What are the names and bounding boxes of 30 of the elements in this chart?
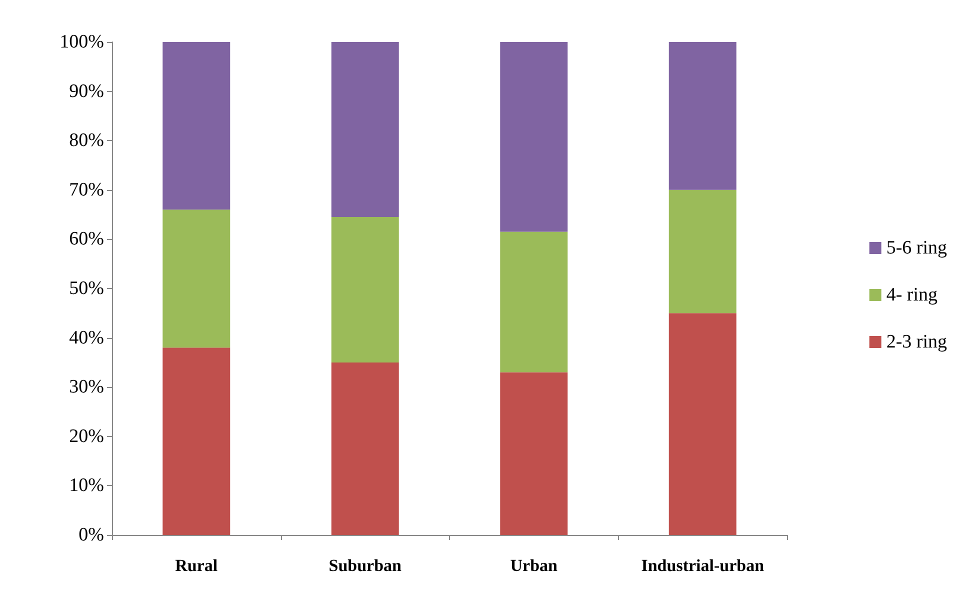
bar — [331, 362, 399, 535]
y-tick-label: 0% — [78, 524, 104, 546]
bar — [500, 42, 568, 232]
y-tick-label: 100% — [60, 32, 104, 52]
x-tick-label: Urban — [510, 556, 558, 575]
bar — [500, 232, 568, 372]
bar — [162, 210, 230, 348]
bar — [331, 42, 399, 218]
y-tick-label: 10% — [69, 475, 104, 496]
x-tick-label: Suburban — [328, 556, 402, 575]
x-tick-label: Rural — [175, 556, 218, 575]
bar — [331, 217, 399, 362]
y-tick-label: 20% — [69, 426, 104, 447]
y-tick-label: 50% — [69, 278, 104, 299]
legend-label: 5-6 ring — [886, 238, 948, 258]
bar — [668, 190, 736, 314]
legend-label: 4- ring — [886, 284, 938, 306]
x-tick-label: Industrial-urban — [641, 556, 765, 575]
legend-label: 2-3 ring — [886, 332, 948, 352]
y-tick-label: 60% — [69, 228, 104, 250]
y-tick-label: 90% — [69, 80, 104, 102]
y-tick-label: 70% — [69, 179, 104, 200]
bar — [162, 42, 230, 210]
bar — [162, 348, 230, 535]
bar — [668, 313, 736, 535]
bar — [668, 42, 736, 190]
y-tick-label: 40% — [69, 327, 104, 348]
y-tick-label: 30% — [69, 376, 104, 398]
y-tick-label: 80% — [69, 130, 104, 152]
bar — [500, 372, 568, 535]
